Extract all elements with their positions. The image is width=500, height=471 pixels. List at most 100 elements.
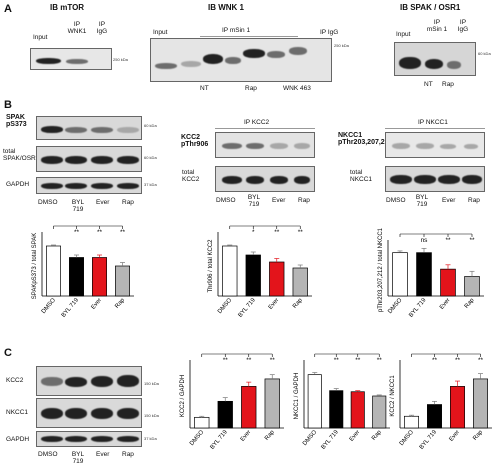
spak-blot [394, 42, 476, 76]
b1-bar-2 [92, 257, 107, 297]
gapdh-b-marker: 37 kDa [144, 182, 157, 187]
wnk1-cond-rap: Rap [245, 85, 257, 92]
b1-tick-1: BYL 719 [61, 297, 81, 319]
c1-bar-0 [194, 416, 210, 429]
c2-tick-0: DMSO [302, 429, 318, 447]
gapdh-b-blot [36, 177, 142, 194]
c1-sig-2: ** [246, 357, 252, 364]
c3-tick-3: Rap [472, 429, 484, 442]
c1-tick-1: BYL 719 [210, 429, 230, 451]
b1-lane-rap: Rap [122, 199, 134, 206]
wnk1-cond-nt: NT [200, 85, 209, 92]
b2-lane-rap: Rap [298, 197, 310, 204]
c1-tick-3: Rap [264, 429, 276, 442]
wnk1-ip-bracket [200, 36, 298, 37]
c3-bar-0 [404, 415, 419, 429]
c1-bar-3 [264, 378, 280, 429]
c2-ylabel: NKCC1 / GAPDH [294, 373, 300, 420]
spak-lane-igg: IP IgG [457, 19, 469, 33]
c3-ylabel: KCC2 / NKCC1 [390, 375, 396, 417]
b3-sig-1: ns [421, 237, 429, 244]
b1-ylabel: SPAKpS373 / total SPAK [32, 233, 38, 299]
nkcc1-c-marker: 150 kDa [144, 413, 159, 418]
b1-lane-dmso: DMSO [38, 199, 58, 206]
spak-p-blot [36, 116, 142, 140]
b3-tick-1: BYL 719 [408, 297, 428, 319]
mtor-marker: 250 kDa [113, 57, 128, 62]
b2-lane-ever: Ever [272, 197, 286, 204]
panel-b-label: B [4, 99, 12, 111]
wnk1-title: IB WNK 1 [208, 3, 244, 12]
panel-c-label: C [4, 347, 12, 359]
b1-lane-ever: Ever [96, 199, 110, 206]
b1-tick-0: DMSO [41, 297, 57, 315]
nkcc1-ip-bracket [385, 128, 485, 129]
spak-cond-rap: Rap [442, 81, 454, 88]
b2-tick-1: BYL 719 [238, 297, 258, 319]
c3-tick-1: BYL 719 [419, 429, 439, 451]
b3-tick-3: Rap [464, 297, 476, 310]
c1-sig-1: ** [223, 357, 229, 364]
wnk1-cond-wnk463: WNK 463 [283, 85, 311, 92]
kcc2-c-label: KCC2 [6, 377, 24, 384]
c3-bar-3 [473, 378, 488, 429]
b1-bar-3 [115, 265, 130, 297]
mtor-title: IB mTOR [50, 3, 85, 12]
nkcc1-total-blot [385, 166, 485, 192]
b1-sig-3: ** [120, 229, 126, 236]
c2-tick-2: Ever [349, 429, 362, 442]
c1-bar-1 [217, 400, 233, 429]
gapdh-c-marker: 37 kDa [144, 436, 157, 441]
c3-sig-2: ** [455, 357, 461, 364]
c-lane-rap: Rap [122, 451, 134, 458]
gapdh-c-blot [36, 431, 142, 447]
c3-tick-2: Ever [449, 429, 462, 442]
c-lane-dmso: DMSO [38, 451, 58, 458]
gapdh-b-label: GAPDH [6, 181, 30, 188]
spak-total-blot [36, 146, 142, 172]
c2-bar-1 [329, 390, 344, 429]
c3-tick-0: DMSO [399, 429, 415, 447]
b1-lane-byl: BYL 719 [71, 199, 85, 213]
b2-sig-2: ** [274, 229, 280, 236]
b1-sig-1: ** [74, 229, 80, 236]
mtor-lane-input: Input [33, 34, 48, 41]
c2-bar-2 [350, 391, 365, 429]
spak-p-label: SPAK pS373 [6, 114, 27, 128]
mtor-lane-igg: IP IgG [96, 21, 108, 35]
spak-p-marker: 60 kDa [144, 123, 157, 128]
b3-tick-2: Ever [439, 297, 452, 310]
b2-bar-1 [245, 254, 261, 297]
mtor-blot [30, 48, 112, 70]
spak-total-marker: 60 kDa [144, 155, 157, 160]
b1-bar-1 [69, 257, 84, 297]
b3-lane-ever: Ever [442, 197, 456, 204]
b3-bar-0 [392, 252, 408, 297]
c-lane-ever: Ever [96, 451, 110, 458]
c1-ylabel: KCC2 / GAPDH [180, 375, 186, 417]
b2-bar-3 [292, 267, 308, 297]
c3-sig-3: ** [478, 357, 484, 364]
mtor-lane-ipwnk1: IP WNK1 [67, 21, 87, 35]
kcc2-p-label: KCC2 pThr906 [181, 134, 209, 148]
b3-bar-3 [464, 276, 480, 297]
b3-lane-byl: BYL 719 [415, 194, 429, 208]
c1-tick-2: Ever [240, 429, 253, 442]
b1-sig-2: ** [97, 229, 103, 236]
panel-a-label: A [4, 3, 12, 15]
c3-bar-2 [450, 386, 465, 429]
b2-sig-3: ** [298, 229, 304, 236]
kcc2-c-marker: 150 kDa [144, 381, 159, 386]
b3-tick-0: DMSO [387, 297, 403, 315]
spak-lane-input: Input [396, 31, 411, 38]
nkcc1-c-blot [36, 398, 142, 428]
spak-marker: 60 kDa [478, 51, 491, 56]
b1-tick-2: Ever [91, 297, 104, 310]
b3-lane-rap: Rap [468, 197, 480, 204]
c2-bar-0 [307, 374, 322, 429]
b2-bar-2 [269, 261, 285, 297]
kcc2-total-label: total KCC2 [182, 169, 200, 183]
c2-tick-3: Rap [371, 429, 383, 442]
kcc2-total-blot [215, 166, 315, 192]
kcc2-p-blot [215, 132, 315, 158]
